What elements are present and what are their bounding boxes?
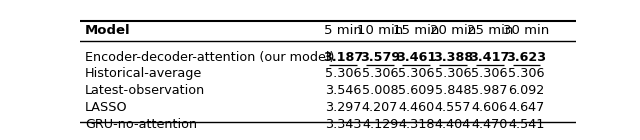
- Text: 5.306: 5.306: [324, 67, 361, 80]
- Text: 5.306: 5.306: [362, 67, 398, 80]
- Text: 3.461: 3.461: [396, 51, 436, 64]
- Text: 3.546: 3.546: [324, 84, 361, 97]
- Text: 4.606: 4.606: [472, 101, 508, 114]
- Text: 3.187: 3.187: [323, 51, 363, 64]
- Text: Latest-observation: Latest-observation: [85, 84, 205, 97]
- Text: 4.318: 4.318: [398, 118, 435, 131]
- Text: 4.460: 4.460: [398, 101, 435, 114]
- Text: 3.579: 3.579: [360, 51, 400, 64]
- Text: 5.848: 5.848: [435, 84, 471, 97]
- Text: 3.388: 3.388: [433, 51, 473, 64]
- Text: 5.306: 5.306: [435, 67, 471, 80]
- Text: Model: Model: [85, 24, 131, 37]
- Text: 3.417: 3.417: [470, 51, 510, 64]
- Text: 5.306: 5.306: [472, 67, 508, 80]
- Text: Historical-average: Historical-average: [85, 67, 202, 80]
- Text: 3.623: 3.623: [506, 51, 547, 64]
- Text: GRU-no-attention: GRU-no-attention: [85, 118, 197, 131]
- Text: 5.306: 5.306: [508, 67, 545, 80]
- Text: 4.207: 4.207: [362, 101, 398, 114]
- Text: 5.987: 5.987: [472, 84, 508, 97]
- Text: 10 min: 10 min: [357, 24, 403, 37]
- Text: 15 min: 15 min: [393, 24, 440, 37]
- Text: 4.404: 4.404: [435, 118, 471, 131]
- Text: 6.092: 6.092: [508, 84, 545, 97]
- Text: 5.008: 5.008: [362, 84, 398, 97]
- Text: 5.609: 5.609: [398, 84, 435, 97]
- Text: 25 min: 25 min: [467, 24, 513, 37]
- Text: 30 min: 30 min: [503, 24, 550, 37]
- Text: 3.297: 3.297: [324, 101, 361, 114]
- Text: 4.129: 4.129: [362, 118, 398, 131]
- Text: 5.306: 5.306: [398, 67, 435, 80]
- Text: 3.343: 3.343: [324, 118, 361, 131]
- Text: Encoder-decoder-attention (our model): Encoder-decoder-attention (our model): [85, 51, 334, 64]
- Text: 4.470: 4.470: [472, 118, 508, 131]
- Text: 20 min: 20 min: [430, 24, 476, 37]
- Text: 5 min: 5 min: [324, 24, 362, 37]
- Text: 4.557: 4.557: [435, 101, 471, 114]
- Text: 4.541: 4.541: [508, 118, 545, 131]
- Text: LASSO: LASSO: [85, 101, 127, 114]
- Text: 4.647: 4.647: [508, 101, 545, 114]
